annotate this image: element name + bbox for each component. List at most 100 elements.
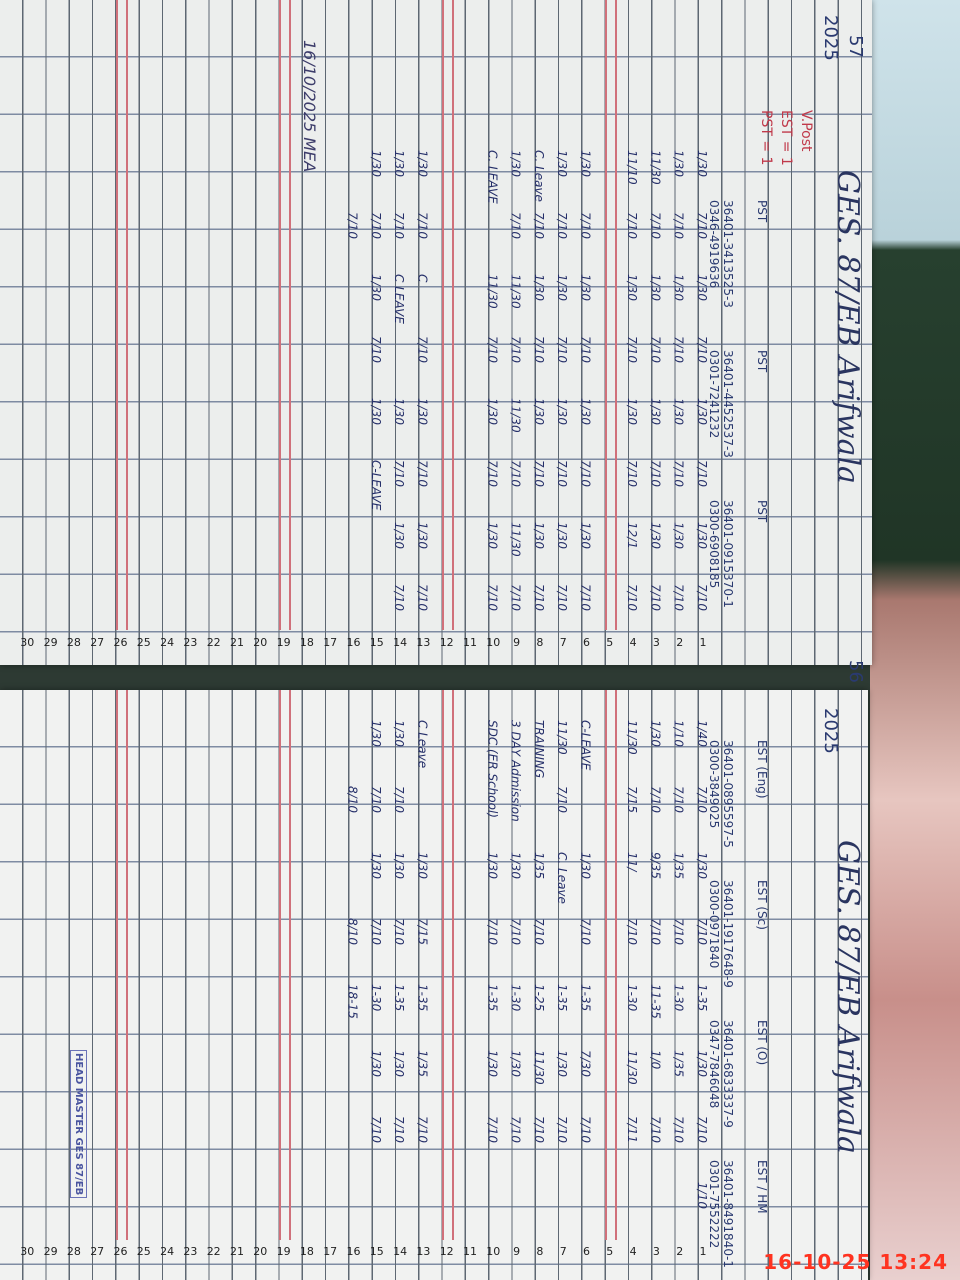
row-number: 30 bbox=[20, 636, 35, 649]
attendance-cell: 7/10 bbox=[368, 918, 383, 945]
row-number: 6 bbox=[583, 636, 590, 649]
attendance-cell: 1/30 bbox=[648, 522, 663, 549]
attendance-cell: 11/30 bbox=[508, 274, 523, 309]
attendance-cell: 1/35 bbox=[415, 1050, 430, 1077]
attendance-cell: 7/10 bbox=[508, 918, 523, 945]
attendance-cell: 7/10 bbox=[671, 786, 686, 813]
staff-post: EST (Eng) bbox=[755, 740, 769, 799]
attendance-cell: 8/10 bbox=[345, 786, 360, 813]
attendance-cell: 7/10 bbox=[392, 786, 407, 813]
row-number: 7 bbox=[559, 636, 567, 649]
row-number: 9 bbox=[513, 636, 521, 649]
attendance-cell: 11/30 bbox=[648, 150, 663, 185]
attendance-cell: 1-35 bbox=[578, 984, 593, 1012]
attendance-cell: 7/10 bbox=[648, 584, 663, 611]
row-number: 8 bbox=[536, 636, 544, 649]
staff-phone: 0301-7552222 bbox=[707, 1160, 721, 1249]
attendance-cell: 7/10 bbox=[625, 336, 640, 363]
row-number: 20 bbox=[253, 636, 268, 649]
row-number: 21 bbox=[230, 636, 244, 649]
attendance-cell: 1/0 bbox=[648, 1050, 663, 1070]
attendance-cell: 7/10 bbox=[415, 212, 430, 239]
row-number: 2 bbox=[676, 636, 684, 649]
row-number: 5 bbox=[606, 636, 614, 649]
staff-phone: 0300-6908185 bbox=[707, 500, 721, 589]
posts-note-2: EST = 1 bbox=[778, 110, 794, 166]
page-number: 57 bbox=[845, 35, 866, 58]
row-number: 24 bbox=[160, 636, 175, 649]
attendance-cell: 1-35 bbox=[415, 984, 430, 1012]
attendance-cell: 1/30 bbox=[648, 398, 663, 425]
row-number: 7 bbox=[559, 1245, 567, 1258]
attendance-cell: 1/30 bbox=[508, 150, 523, 177]
attendance-cell: 1/30 bbox=[671, 274, 686, 301]
row-number: 22 bbox=[206, 636, 221, 649]
attendance-cell: 1/30 bbox=[392, 398, 407, 425]
attendance-cell: 1/30 bbox=[695, 852, 709, 879]
attendance-cell: 7/10 bbox=[555, 460, 570, 487]
attendance-cell: 1/30 bbox=[368, 398, 383, 425]
background-table-surface bbox=[870, 0, 960, 1280]
row-number: 6 bbox=[583, 1245, 590, 1258]
row-number: 12 bbox=[439, 1245, 454, 1258]
attendance-cell: 7/10 bbox=[625, 212, 640, 239]
attendance-cell: 7/11 bbox=[625, 1116, 640, 1143]
holiday-red-line bbox=[115, 0, 128, 630]
attendance-cell: SDC (ER School) bbox=[485, 720, 500, 818]
attendance-cell: 1/30 bbox=[578, 522, 593, 549]
attendance-cell: 1/30 bbox=[392, 522, 407, 549]
attendance-cell: 7/10 bbox=[671, 584, 686, 611]
staff-post: EST / HM bbox=[755, 1160, 769, 1214]
attendance-cell: 7/10 bbox=[415, 460, 430, 487]
staff-cnic: 36401-8491840-1 bbox=[721, 1160, 735, 1268]
attendance-cell: 7/10 bbox=[415, 584, 430, 611]
staff-post: PST bbox=[755, 200, 769, 223]
row-number: 27 bbox=[90, 636, 105, 649]
attendance-cell: 11/30 bbox=[508, 522, 523, 557]
staff-phone: 0300-3849025 bbox=[707, 740, 721, 829]
attendance-cell: 1/30 bbox=[531, 522, 546, 549]
attendance-cell: 1/30 bbox=[578, 274, 593, 301]
row-number: 22 bbox=[206, 1245, 221, 1258]
attendance-cell: 1/30 bbox=[555, 398, 570, 425]
attendance-cell: 1/30 bbox=[392, 150, 407, 177]
row-number: 19 bbox=[276, 636, 291, 649]
attendance-cell: 7/10 bbox=[695, 460, 709, 487]
row-number: 1 bbox=[699, 1245, 707, 1258]
attendance-cell: 11/30 bbox=[508, 398, 523, 433]
attendance-cell: 7/10 bbox=[508, 1116, 523, 1143]
attendance-cell: 7/10 bbox=[695, 212, 709, 239]
attendance-cell: 11/30 bbox=[625, 1050, 640, 1085]
attendance-cell: 7/10 bbox=[695, 1116, 709, 1143]
attendance-cell: 7/10 bbox=[485, 918, 500, 945]
staff-cnic: 36401-0895597-5 bbox=[721, 740, 735, 848]
attendance-cell: 1/30 bbox=[578, 150, 593, 177]
attendance-cell: 1/30 bbox=[695, 274, 709, 301]
signature: 16/10/2025 MEA bbox=[300, 40, 319, 173]
row-number: 29 bbox=[43, 636, 58, 649]
attendance-cell: 7/10 bbox=[368, 1116, 383, 1143]
attendance-cell: 1/30 bbox=[555, 1050, 570, 1077]
attendance-cell: 7/10 bbox=[671, 212, 686, 239]
row-number: 24 bbox=[160, 1245, 175, 1258]
attendance-cell: 1/30 bbox=[578, 852, 593, 879]
posts-note-3: PST = 1 bbox=[758, 110, 774, 166]
attendance-cell: 1/30 bbox=[508, 852, 523, 879]
row-number: 16 bbox=[346, 1245, 361, 1258]
attendance-cell: 7/10 bbox=[671, 460, 686, 487]
row-number: 26 bbox=[113, 1245, 128, 1258]
attendance-cell: 7/10 bbox=[392, 918, 407, 945]
row-number: 10 bbox=[486, 1245, 501, 1258]
attendance-cell: 7/10 bbox=[368, 786, 383, 813]
attendance-cell: 7/10 bbox=[625, 918, 640, 945]
page-number: 56 bbox=[845, 660, 866, 683]
photo-timestamp: 16-10-25 13:24 bbox=[763, 1250, 948, 1274]
staff-post: PST bbox=[755, 350, 769, 373]
attendance-cell: 1/30 bbox=[671, 150, 686, 177]
attendance-cell: 1/30 bbox=[531, 274, 546, 301]
year: 2025 bbox=[820, 15, 841, 61]
attendance-cell: 7/10 bbox=[625, 584, 640, 611]
row-number: 13 bbox=[416, 1245, 431, 1258]
attendance-cell: 7/10 bbox=[531, 918, 546, 945]
row-number: 11 bbox=[463, 1245, 477, 1258]
